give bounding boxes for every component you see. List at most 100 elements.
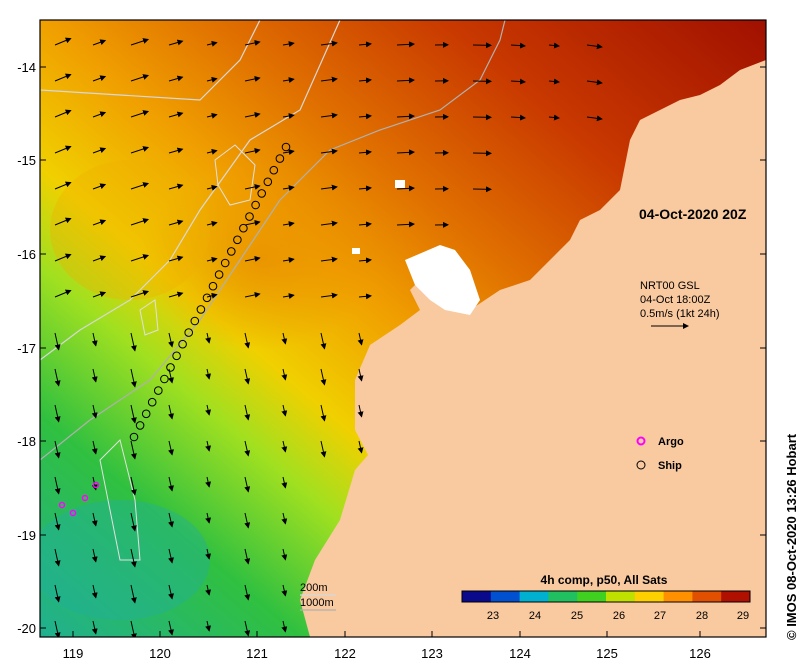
current-vector-arrow [357, 440, 364, 454]
ship-position-marker [190, 316, 200, 326]
current-vector-arrow [282, 221, 295, 227]
current-vector-arrow [168, 548, 174, 564]
ship-position-marker [178, 339, 187, 349]
current-vector-arrow [281, 512, 288, 525]
current-vector-arrow [320, 440, 327, 458]
ship-position-marker [184, 328, 193, 337]
current-vector-arrow [358, 77, 372, 84]
current-vector-arrow [130, 620, 137, 637]
lat-tick-label: -14 [17, 60, 36, 75]
current-vector-arrow [281, 440, 288, 453]
colorbar-cell [577, 591, 607, 602]
current-vector-arrow [130, 290, 150, 298]
lon-tick-label: 120 [149, 646, 171, 661]
current-vector-arrow [320, 184, 338, 191]
current-vector-arrow [206, 292, 218, 299]
colorbar-tick: 24 [529, 610, 541, 622]
current-vector-arrow [282, 41, 295, 47]
current-vector-arrow [244, 620, 251, 637]
current-vector-arrow [358, 257, 372, 264]
current-vector-arrow [92, 147, 107, 154]
cloud-patch [405, 245, 480, 315]
current-vector-arrow [396, 77, 415, 84]
current-vector-arrow [282, 77, 295, 83]
current-vector-arrow [205, 476, 212, 488]
ship-position-marker [251, 200, 260, 210]
map-frame [39, 19, 767, 638]
current-vector-arrow [130, 146, 150, 154]
current-vector-arrow [54, 253, 72, 262]
timestamp-label: 04-Oct-2020 20Z [639, 206, 747, 222]
credit-label: © IMOS 08-Oct-2020 13:26 Hobart [784, 433, 799, 640]
lat-tick-label: -20 [17, 621, 36, 636]
lon-tick-label: 126 [689, 646, 711, 661]
current-vector-arrow [91, 584, 98, 599]
current-vector-arrow [130, 254, 150, 262]
ship-position-marker [208, 281, 218, 291]
current-vector-arrow [358, 221, 372, 228]
ship-position-marker [269, 165, 279, 175]
current-vector-arrow [244, 368, 251, 385]
ship-track [58, 142, 291, 517]
lon-tick-label: 123 [421, 646, 443, 661]
contour-key: 200m 1000m [300, 582, 336, 611]
current-vector-arrow [54, 620, 61, 637]
current-vector-arrow [54, 476, 61, 495]
current-vector-arrow [282, 149, 295, 155]
current-vector-arrow [244, 255, 261, 262]
current-vector-arrow [396, 149, 415, 156]
argo-float-marker [92, 481, 100, 489]
current-vector-arrow [130, 38, 150, 46]
current-vector-arrow [281, 332, 288, 345]
colorbar-cell [490, 591, 521, 602]
argo-float-marker [69, 509, 77, 517]
ship-position-marker [129, 432, 139, 442]
current-vector-arrow [92, 183, 107, 190]
ship-position-marker [281, 142, 291, 152]
current-vector-arrow [130, 218, 150, 226]
ship-position-marker [135, 421, 145, 430]
current-vector-arrow [396, 221, 415, 228]
current-vector-arrow [92, 111, 107, 118]
current-vector-arrow [206, 220, 218, 227]
current-vector-arrow [54, 109, 72, 118]
contour-label-1000m: 1000m [300, 597, 334, 609]
current-vector-arrow [320, 148, 338, 155]
current-vector-arrow [510, 42, 526, 49]
current-vector-arrow [244, 584, 251, 601]
current-vector-arrow [548, 42, 560, 49]
current-vectors [54, 37, 603, 637]
current-vector-arrow [168, 255, 184, 262]
current-vector-arrow [281, 620, 288, 633]
current-vector-arrow [206, 148, 218, 155]
current-vector-arrow [54, 512, 61, 531]
colorbar-cell [692, 591, 722, 602]
current-vector-arrow [130, 548, 137, 568]
current-vector-arrow [54, 440, 61, 459]
lat-tick-label: -19 [17, 528, 36, 543]
current-vector-arrow [54, 37, 72, 46]
ship-position-marker [141, 409, 151, 419]
ship-position-marker [160, 374, 169, 384]
current-vector-arrow [244, 548, 251, 565]
lat-tick-label: -17 [17, 341, 36, 356]
current-vector-arrow [168, 183, 184, 190]
current-vector-arrow [168, 291, 184, 298]
current-vector-arrow [54, 332, 61, 351]
ship-position-marker [233, 235, 242, 245]
current-vector-arrow [320, 220, 338, 227]
ship-position-marker [154, 386, 163, 395]
argo-float-marker [81, 494, 89, 502]
current-vector-arrow [91, 368, 98, 383]
ship-position-marker [147, 397, 157, 407]
current-vector-arrow [244, 39, 261, 46]
current-vector-arrow [205, 620, 212, 632]
current-vector-arrow [358, 185, 372, 192]
colorbar-cell [519, 591, 549, 602]
contour-label-200m: 200m [300, 582, 328, 594]
ship-position-marker [172, 351, 181, 361]
current-vector-arrow [320, 256, 338, 263]
current-vector-arrow [92, 39, 107, 46]
lon-tick-label: 125 [596, 646, 618, 661]
current-vector-arrow [586, 43, 603, 50]
